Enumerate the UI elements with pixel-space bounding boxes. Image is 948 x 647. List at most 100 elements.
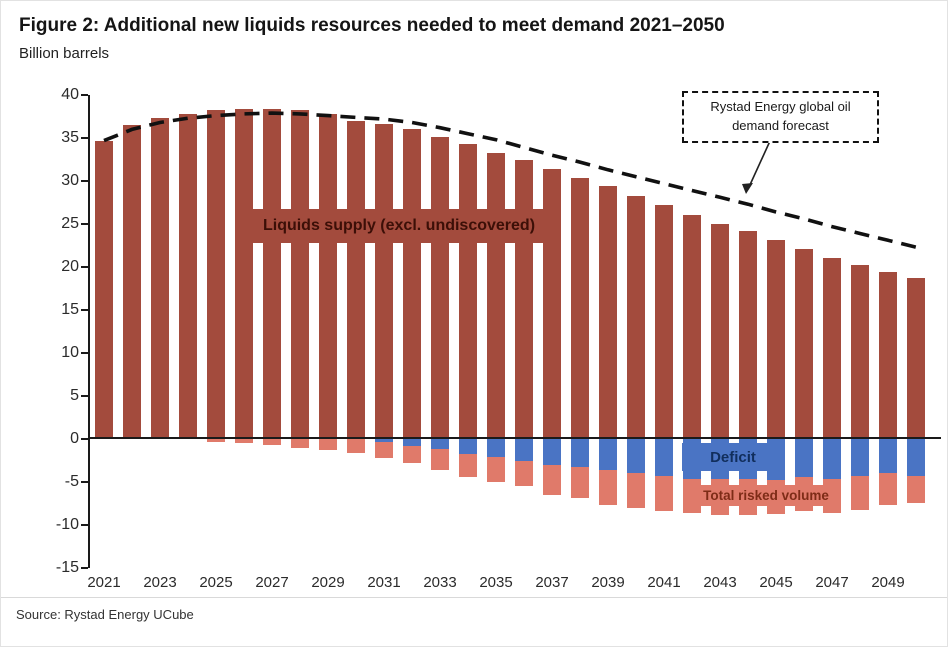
bar-risked-2033 bbox=[431, 449, 449, 470]
demand-forecast-annotation-box: Rystad Energy global oil demand forecast bbox=[682, 91, 879, 143]
label-liquids-supply: Liquids supply (excl. undiscovered) bbox=[237, 209, 561, 243]
y-tick-label: 25 bbox=[61, 215, 79, 232]
y-tick-mark bbox=[81, 94, 88, 96]
bar-deficit-2049 bbox=[879, 439, 897, 474]
bar-risked-2032 bbox=[403, 445, 421, 464]
bar-deficit-2034 bbox=[459, 439, 477, 454]
bar-supply-2034 bbox=[459, 144, 477, 438]
bar-supply-2035 bbox=[487, 153, 505, 438]
bar-supply-2021 bbox=[95, 140, 113, 438]
y-tick-label: 10 bbox=[61, 344, 79, 361]
x-tick-label: 2039 bbox=[591, 574, 625, 591]
y-tick-mark bbox=[81, 524, 88, 526]
bar-supply-2044 bbox=[739, 230, 757, 438]
bar-risked-2048 bbox=[851, 475, 869, 510]
bar-deficit-2032 bbox=[403, 439, 421, 446]
bar-supply-2036 bbox=[515, 159, 533, 438]
annotation-arrow-head bbox=[742, 183, 753, 194]
bar-risked-2029 bbox=[319, 439, 337, 451]
y-tick-label: 20 bbox=[61, 258, 79, 275]
y-tick-mark bbox=[81, 223, 88, 225]
y-tick-mark bbox=[81, 395, 88, 397]
bar-risked-2027 bbox=[263, 439, 281, 446]
source-note: Source: Rystad Energy UCube bbox=[16, 607, 194, 622]
zero-baseline bbox=[88, 437, 941, 439]
x-tick-label: 2025 bbox=[199, 574, 233, 591]
bar-deficit-2035 bbox=[487, 439, 505, 458]
x-tick-label: 2047 bbox=[815, 574, 849, 591]
bar-deficit-2036 bbox=[515, 439, 533, 461]
bar-risked-2050 bbox=[907, 475, 925, 504]
y-tick-label: 15 bbox=[61, 301, 79, 318]
y-tick-mark bbox=[81, 438, 88, 440]
bar-supply-2026 bbox=[235, 108, 253, 438]
page-title: Figure 2: Additional new liquids resourc… bbox=[19, 15, 725, 36]
bar-supply-2029 bbox=[319, 113, 337, 438]
bar-risked-2037 bbox=[543, 464, 561, 495]
x-tick-label: 2035 bbox=[479, 574, 513, 591]
y-tick-mark bbox=[81, 137, 88, 139]
label-total-risked-volume: Total risked volume bbox=[692, 485, 840, 506]
x-tick-label: 2041 bbox=[647, 574, 681, 591]
source-divider bbox=[1, 597, 947, 598]
axis-unit-label: Billion barrels bbox=[19, 45, 110, 62]
bar-risked-2036 bbox=[515, 460, 533, 487]
y-tick-label: 0 bbox=[70, 430, 79, 447]
bar-supply-2032 bbox=[403, 129, 421, 438]
bar-supply-2025 bbox=[207, 110, 225, 438]
bar-risked-2030 bbox=[347, 439, 365, 453]
bar-supply-2028 bbox=[291, 110, 309, 438]
bar-deficit-2038 bbox=[571, 439, 589, 468]
bar-risked-2041 bbox=[655, 475, 673, 512]
bar-deficit-2039 bbox=[599, 439, 617, 470]
bar-supply-2042 bbox=[683, 214, 701, 438]
bar-supply-2027 bbox=[263, 108, 281, 438]
y-tick-mark bbox=[81, 180, 88, 182]
bar-supply-2040 bbox=[627, 196, 645, 438]
y-tick-mark bbox=[81, 309, 88, 311]
y-tick-mark bbox=[81, 352, 88, 354]
x-tick-label: 2049 bbox=[871, 574, 905, 591]
bar-deficit-2046 bbox=[795, 439, 813, 477]
x-tick-label: 2043 bbox=[703, 574, 737, 591]
bar-deficit-2047 bbox=[823, 439, 841, 479]
bar-supply-2039 bbox=[599, 186, 617, 438]
bar-supply-2031 bbox=[375, 124, 393, 438]
y-axis-line bbox=[88, 95, 90, 568]
forecast-annotation-line2: demand forecast bbox=[732, 118, 829, 133]
bar-deficit-2033 bbox=[431, 439, 449, 450]
bar-supply-2038 bbox=[571, 177, 589, 438]
bar-supply-2043 bbox=[711, 224, 729, 438]
bar-risked-2034 bbox=[459, 453, 477, 477]
x-tick-label: 2031 bbox=[367, 574, 401, 591]
bar-risked-2026 bbox=[235, 439, 253, 444]
bar-supply-2047 bbox=[823, 257, 841, 438]
bar-supply-2041 bbox=[655, 205, 673, 438]
annotation-arrow-shaft bbox=[748, 140, 771, 188]
bar-deficit-2041 bbox=[655, 439, 673, 476]
bar-risked-2035 bbox=[487, 457, 505, 482]
x-tick-label: 2021 bbox=[87, 574, 121, 591]
bar-supply-2050 bbox=[907, 278, 925, 438]
y-tick-label: 30 bbox=[61, 172, 79, 189]
y-tick-mark bbox=[81, 481, 88, 483]
bar-supply-2048 bbox=[851, 265, 869, 438]
bar-risked-2028 bbox=[291, 439, 309, 448]
bar-supply-2022 bbox=[123, 125, 141, 438]
y-tick-label: -15 bbox=[55, 559, 79, 576]
bar-supply-2033 bbox=[431, 137, 449, 438]
bar-risked-2049 bbox=[879, 473, 897, 506]
x-tick-label: 2029 bbox=[311, 574, 345, 591]
bar-risked-2025 bbox=[207, 439, 225, 442]
y-tick-mark bbox=[81, 266, 88, 268]
y-tick-label: -10 bbox=[55, 516, 79, 533]
bar-deficit-2037 bbox=[543, 439, 561, 465]
bar-deficit-2040 bbox=[627, 439, 645, 474]
y-tick-label: 5 bbox=[70, 387, 79, 404]
label-deficit: Deficit bbox=[682, 443, 784, 471]
bar-risked-2031 bbox=[375, 442, 393, 458]
x-tick-label: 2023 bbox=[143, 574, 177, 591]
bar-deficit-2050 bbox=[907, 439, 925, 476]
